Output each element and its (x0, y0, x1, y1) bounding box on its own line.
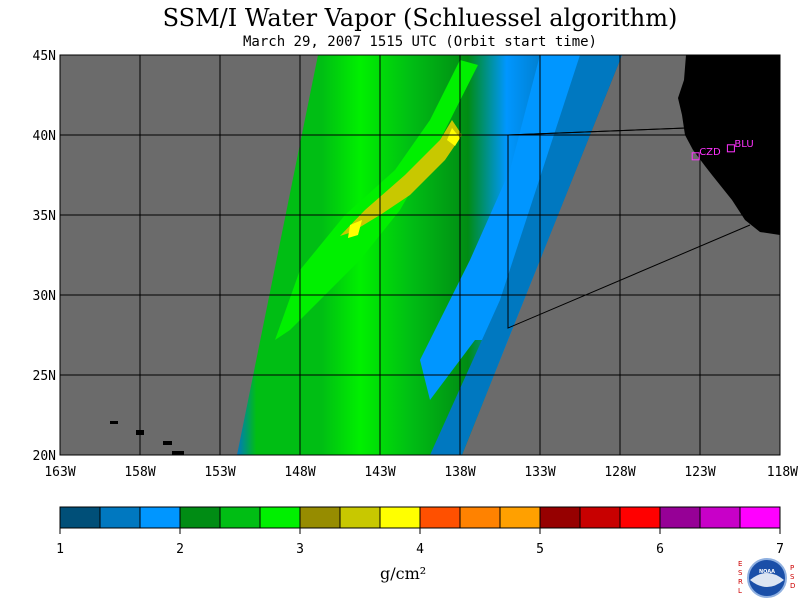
station-markers: CZD BLU (691, 139, 754, 161)
lon-label: 158W (124, 465, 155, 480)
island-hawaii (172, 451, 184, 455)
lon-label: 128W (604, 465, 635, 480)
colorbar-tick-labels: 1 2 3 4 5 6 7 (56, 528, 784, 557)
lon-label: 153W (204, 465, 235, 480)
colorbar (59, 506, 781, 529)
colorbar-swatch (299, 506, 341, 529)
data-layer (110, 55, 780, 455)
noaa-esrl-psd-logo: E S R L P S D NOAA (738, 558, 795, 598)
logo-right-p: P (790, 564, 794, 572)
colorbar-tick-label: 2 (176, 542, 184, 557)
edge-band (430, 55, 622, 455)
colorbar-tick-label: 6 (656, 542, 664, 557)
colorbar-swatch (179, 506, 221, 529)
colorbar-swatch (499, 506, 541, 529)
colorbar-tick-label: 7 (776, 542, 784, 557)
latitude-labels: 45N 40N 35N 30N 25N 20N (33, 49, 56, 464)
colorbar-swatch (619, 506, 661, 529)
map-frame (59, 54, 781, 456)
colorbar-swatch (59, 506, 101, 529)
lon-label: 163W (44, 465, 75, 480)
colorbar-swatch (379, 506, 421, 529)
colorbar-tick-label: 5 (536, 542, 544, 557)
island-maui (163, 441, 172, 445)
logo-left-s: S (738, 569, 743, 577)
svg-text:NOAA: NOAA (759, 569, 775, 575)
lat-label: 35N (33, 209, 56, 224)
colorbar-swatch (419, 506, 461, 529)
colorbar-tick-label: 4 (416, 542, 424, 557)
peak-vapor-cell-2 (348, 220, 362, 238)
colorbar-swatch (259, 506, 301, 529)
colorbar-swatch (339, 506, 381, 529)
lat-label: 45N (33, 49, 56, 64)
logo-left-e: E (738, 560, 742, 568)
colorbar-tick-label: 3 (296, 542, 304, 557)
lon-label: 138W (444, 465, 475, 480)
high-vapor-core (340, 120, 462, 236)
colorbar-swatch (739, 506, 781, 529)
colorbar-swatch (139, 506, 181, 529)
station-label: CZD (699, 147, 721, 158)
lat-lon-grid (60, 55, 780, 455)
logo-right-d: D (790, 582, 795, 590)
station-marker-icon (691, 152, 700, 161)
lat-label: 20N (33, 449, 56, 464)
colorbar-swatch (579, 506, 621, 529)
lon-label: 148W (284, 465, 315, 480)
lon-label: 143W (364, 465, 395, 480)
colorbar-swatch (99, 506, 141, 529)
lon-label: 133W (524, 465, 555, 480)
colorbar-unit: g/cm² (380, 564, 427, 583)
map-subtitle: March 29, 2007 1515 UTC (Orbit start tim… (242, 34, 597, 50)
map-title: SSM/I Water Vapor (Schluessel algorithm) (162, 4, 678, 32)
lat-label: 25N (33, 369, 56, 384)
colorbar-swatch (219, 506, 261, 529)
colorbar-swatch (539, 506, 581, 529)
colorbar-swatch (459, 506, 501, 529)
colorbar-tick-label: 1 (56, 542, 64, 557)
flight-box (507, 127, 751, 329)
lon-label: 123W (684, 465, 715, 480)
longitude-labels: 163W 158W 153W 148W 143W 138W 133W 128W 123W 118W (44, 465, 798, 480)
lat-label: 40N (33, 129, 56, 144)
station-label: BLU (734, 139, 753, 150)
colorbar-swatch (699, 506, 741, 529)
logo-left-l: L (738, 587, 742, 595)
peak-vapor-cell (447, 128, 460, 146)
island-kauai (110, 421, 118, 424)
lon-label: 118W (767, 465, 798, 480)
colorbar-swatch (659, 506, 701, 529)
logo-right-s: S (790, 573, 795, 581)
station-marker-icon (726, 144, 735, 153)
logo-left-r: R (738, 578, 743, 586)
lat-label: 30N (33, 289, 56, 304)
